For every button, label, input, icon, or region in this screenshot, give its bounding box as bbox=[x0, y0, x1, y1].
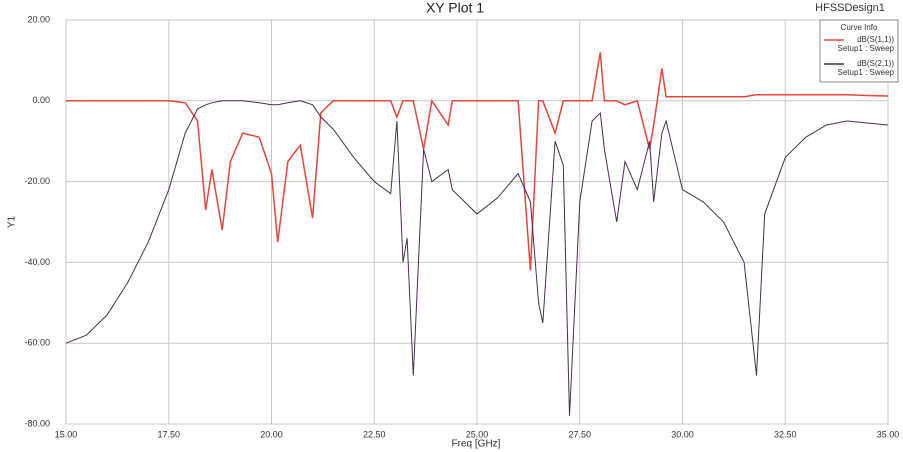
legend-setup: Setup1 : Sweep bbox=[838, 68, 895, 77]
legend-title: Curve Info bbox=[841, 23, 878, 32]
y-axis-label: Y1 bbox=[7, 215, 18, 228]
series-line bbox=[66, 52, 889, 271]
legend-entry: dB(S(2,1)) bbox=[857, 59, 894, 68]
x-tick-label: 30.00 bbox=[671, 429, 694, 439]
y-tick-label: 20.00 bbox=[27, 14, 50, 24]
series-line bbox=[65, 100, 889, 416]
x-tick-label: 35.00 bbox=[877, 429, 900, 439]
legend-box bbox=[819, 19, 899, 83]
y-tick-label: -40.00 bbox=[24, 257, 50, 267]
x-tick-label: 27.50 bbox=[568, 429, 591, 439]
legend-setup: Setup1 : Sweep bbox=[838, 44, 895, 53]
x-axis-label: Freq [GHz] bbox=[452, 439, 501, 450]
y-tick-label: -60.00 bbox=[24, 338, 50, 348]
x-tick-label: 20.00 bbox=[260, 429, 283, 439]
legend-entry: dB(S(1,1)) bbox=[857, 35, 894, 44]
y-tick-label: -20.00 bbox=[24, 176, 50, 186]
x-tick-label: 25.00 bbox=[466, 429, 489, 439]
chart-title: XY Plot 1 bbox=[426, 0, 484, 16]
x-tick-label: 15.00 bbox=[55, 429, 78, 439]
y-tick-label: -80.00 bbox=[24, 418, 50, 428]
x-tick-label: 32.50 bbox=[774, 429, 797, 439]
y-tick-label: 0.00 bbox=[32, 95, 50, 105]
design-name: HFSSDesign1 bbox=[815, 2, 885, 14]
x-tick-label: 17.50 bbox=[157, 429, 180, 439]
x-tick-label: 22.50 bbox=[363, 429, 386, 439]
